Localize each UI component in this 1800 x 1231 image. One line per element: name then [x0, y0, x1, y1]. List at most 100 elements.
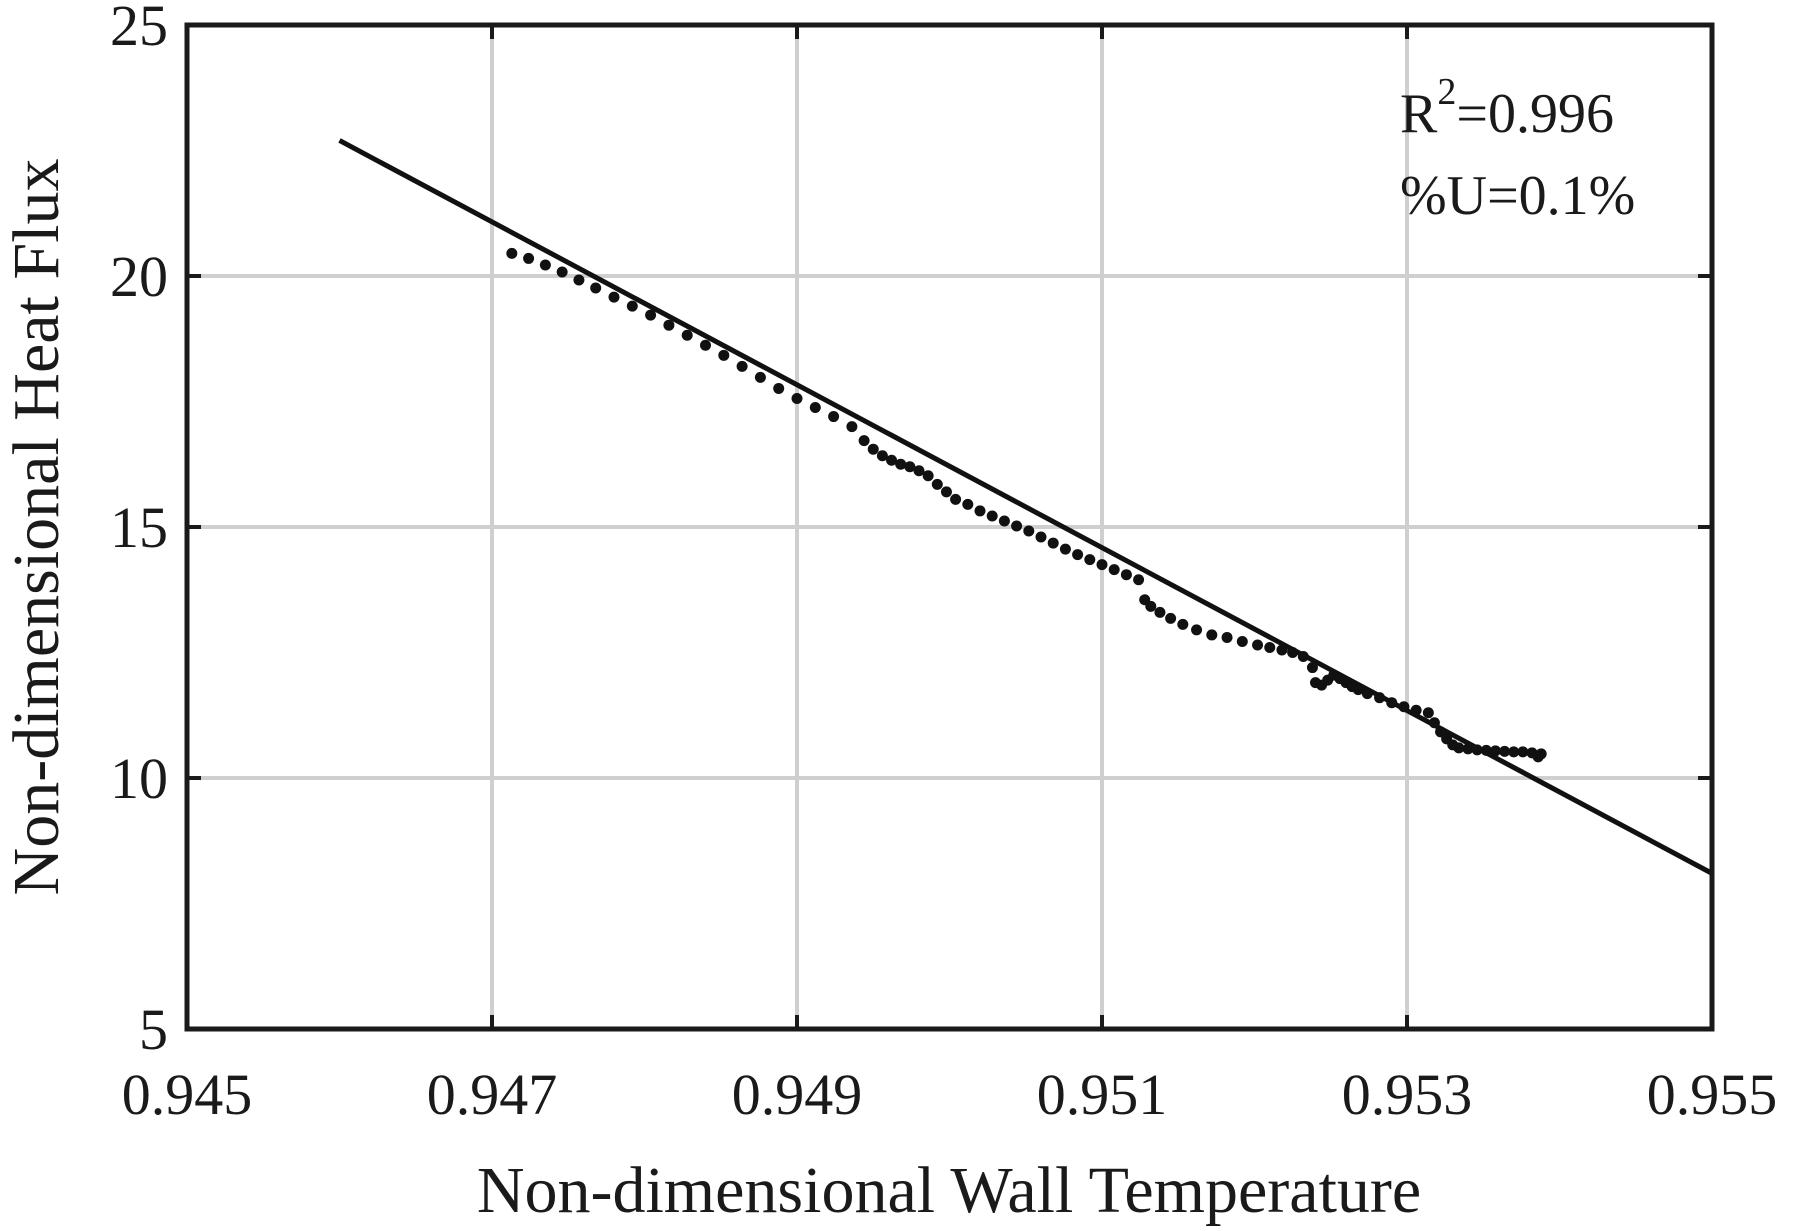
data-point — [1453, 742, 1465, 754]
data-point — [1108, 564, 1120, 576]
data-point — [886, 454, 898, 466]
r-squared-annotation: R2=0.996 — [1400, 71, 1614, 145]
data-point — [1306, 662, 1318, 674]
data-point — [1422, 707, 1434, 719]
data-point — [590, 282, 602, 294]
data-point — [962, 498, 974, 510]
data-point — [681, 329, 693, 341]
x-tick-labels: 0.945 0.947 0.949 0.951 0.953 0.955 — [122, 1062, 1778, 1127]
data-point — [736, 360, 748, 372]
data-point — [608, 291, 620, 303]
data-point — [940, 486, 952, 498]
data-point — [1471, 744, 1483, 756]
data-point — [1206, 629, 1218, 641]
data-point — [950, 493, 962, 505]
data-point — [895, 458, 907, 470]
uncertainty-annotation: %U=0.1% — [1400, 165, 1635, 227]
regression-line-group — [338, 138, 1714, 876]
data-point — [1191, 624, 1203, 636]
data-point — [700, 339, 711, 351]
data-point — [1398, 701, 1410, 713]
y-tick-label: 25 — [110, 0, 168, 58]
data-point — [876, 450, 888, 462]
data-point — [858, 435, 870, 447]
data-point — [1361, 688, 1373, 700]
data-point — [904, 461, 916, 473]
y-axis-title: Non-dimensional Heat Flux — [0, 159, 73, 896]
x-tick-label: 0.955 — [1647, 1062, 1778, 1127]
data-point — [1287, 647, 1299, 658]
data-point — [626, 300, 638, 312]
data-point — [1508, 746, 1520, 758]
data-point — [998, 515, 1010, 527]
y-tick-label: 15 — [110, 495, 168, 560]
data-point — [867, 443, 879, 455]
data-point — [931, 478, 943, 490]
data-point — [974, 505, 986, 517]
data-point — [828, 411, 840, 423]
data-point — [1047, 537, 1059, 549]
data-point — [1145, 600, 1157, 612]
data-point — [556, 266, 568, 278]
data-point — [1386, 697, 1398, 709]
data-point — [1120, 569, 1132, 581]
grid-lines — [187, 25, 1712, 1029]
data-point — [1221, 631, 1233, 643]
data-point — [1374, 692, 1386, 704]
data-point — [1023, 525, 1035, 537]
data-point — [1011, 520, 1023, 532]
data-point — [1236, 635, 1248, 647]
data-point — [1410, 704, 1422, 716]
data-point — [573, 274, 585, 286]
data-point — [1035, 531, 1047, 543]
data-point — [1499, 745, 1511, 757]
data-point — [539, 259, 551, 271]
tick-marks — [185, 23, 1714, 1031]
data-point — [754, 371, 766, 383]
data-point — [1084, 554, 1096, 566]
data-points — [506, 247, 1547, 763]
data-point — [986, 510, 998, 522]
data-point — [718, 349, 730, 361]
y-tick-labels: 5 10 15 20 25 — [110, 0, 168, 1062]
x-tick-label: 0.949 — [732, 1062, 863, 1127]
data-point — [1264, 641, 1276, 653]
r-squared-value: =0.996 — [1456, 83, 1614, 145]
data-point — [1133, 574, 1145, 586]
data-point — [1517, 746, 1529, 758]
data-point — [1072, 549, 1084, 561]
x-axis-title: Non-dimensional Wall Temperature — [477, 1154, 1421, 1227]
data-point — [913, 465, 925, 477]
y-tick-label: 10 — [110, 746, 168, 811]
r-squared-base: R — [1400, 83, 1438, 145]
data-point — [809, 402, 821, 414]
data-point — [791, 392, 803, 404]
x-tick-label: 0.945 — [122, 1062, 253, 1127]
data-point — [1059, 543, 1071, 555]
regression-line — [338, 138, 1714, 876]
data-point — [1276, 644, 1288, 656]
data-point — [1297, 651, 1309, 663]
data-point — [1096, 559, 1108, 571]
data-point — [846, 421, 858, 433]
data-point — [1428, 717, 1440, 729]
data-point — [645, 309, 657, 321]
data-point — [1177, 618, 1189, 630]
y-tick-label: 20 — [110, 244, 168, 309]
data-point — [1489, 745, 1501, 757]
data-point — [1154, 606, 1166, 618]
x-tick-label: 0.951 — [1037, 1062, 1168, 1127]
x-tick-label: 0.953 — [1342, 1062, 1473, 1127]
data-point — [1352, 684, 1364, 696]
data-point — [1252, 639, 1264, 651]
data-point — [1165, 612, 1177, 624]
data-point — [922, 470, 934, 482]
data-point — [1535, 748, 1547, 760]
r-squared-exponent: 2 — [1437, 71, 1456, 113]
data-point — [773, 382, 785, 394]
data-point — [506, 247, 518, 259]
data-point — [663, 319, 675, 331]
data-point — [523, 252, 535, 264]
data-point — [1462, 743, 1474, 755]
